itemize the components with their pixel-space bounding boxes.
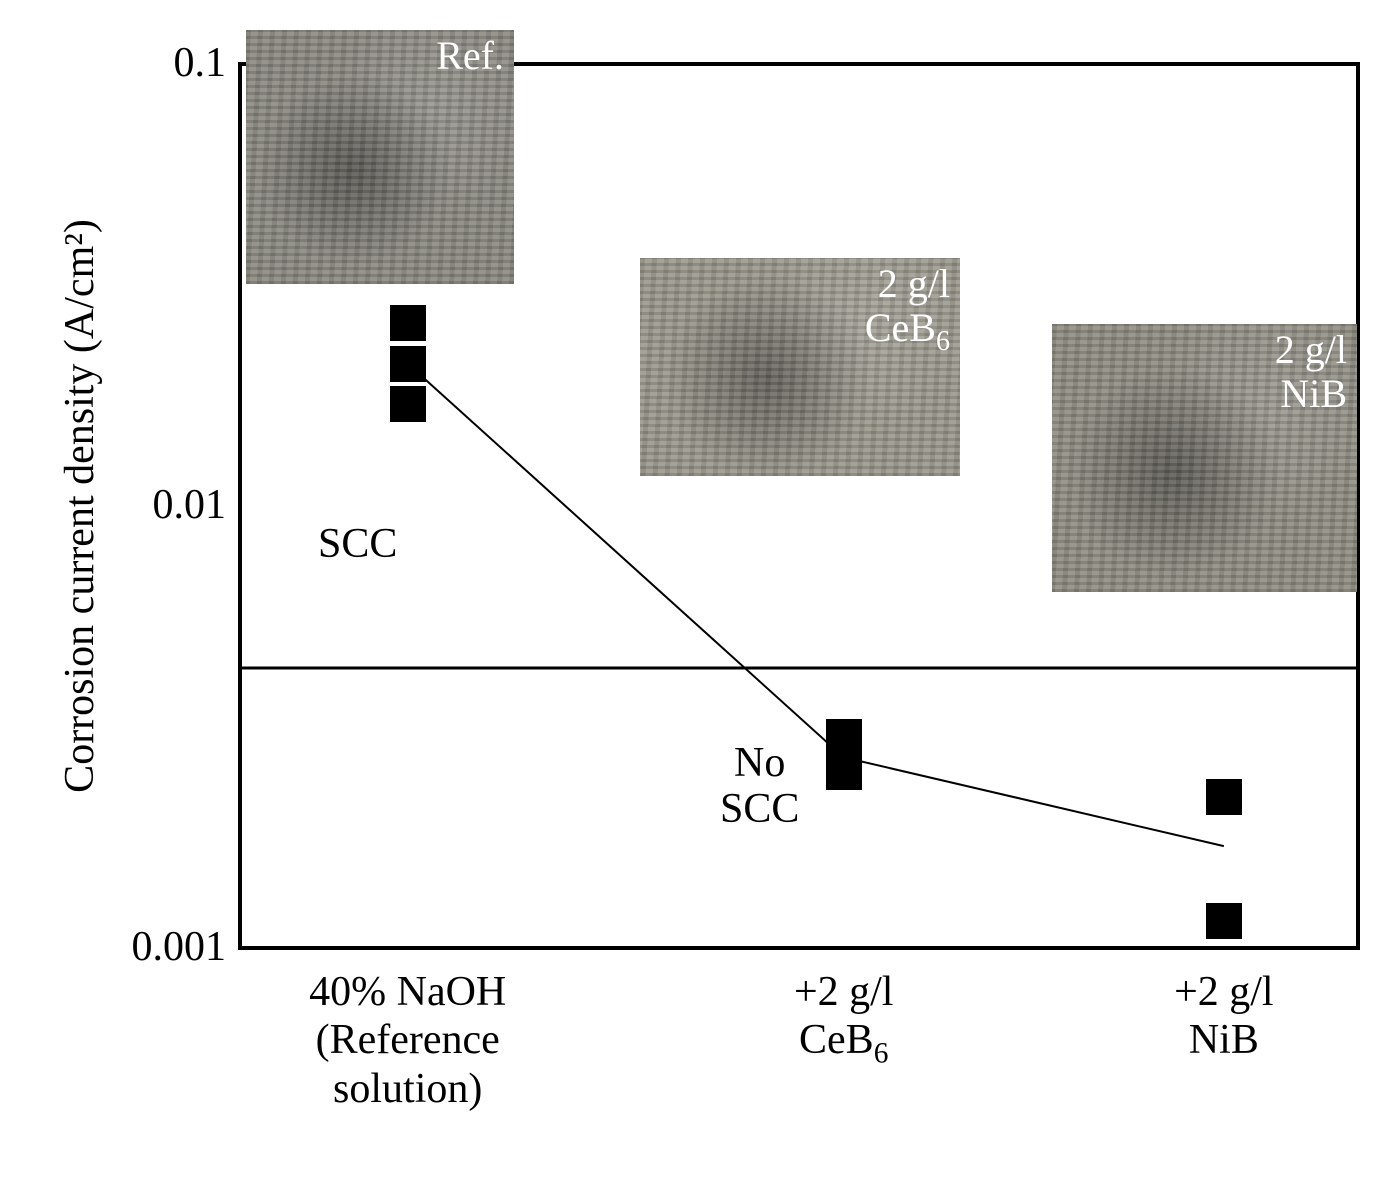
ref-img: Ref. — [246, 30, 514, 284]
data-point-marker — [390, 346, 426, 382]
figure: Corrosion current density (A/cm²) 0.10.0… — [0, 0, 1373, 1179]
x-category-label: 40% NaOH(Referencesolution) — [248, 968, 568, 1113]
data-point-marker — [826, 719, 862, 755]
x-category-label: +2 g/lNiB — [1064, 968, 1373, 1065]
x-category-label: +2 g/lCeB6 — [684, 968, 1004, 1072]
annotation-scc: SCC — [318, 520, 397, 568]
annotation-no-scc: NoSCC — [720, 740, 799, 832]
data-point-marker — [1206, 779, 1242, 815]
data-point-marker — [390, 386, 426, 422]
data-point-marker — [390, 305, 426, 341]
ceb6-img-caption: 2 g/lCeB6 — [865, 262, 950, 358]
ceb6-img: 2 g/lCeB6 — [640, 258, 960, 476]
nib-img-caption: 2 g/lNiB — [1275, 328, 1347, 416]
data-point-marker — [1206, 903, 1242, 939]
data-point-marker — [826, 754, 862, 790]
ref-img-caption: Ref. — [436, 34, 504, 78]
nib-img: 2 g/lNiB — [1052, 324, 1357, 592]
